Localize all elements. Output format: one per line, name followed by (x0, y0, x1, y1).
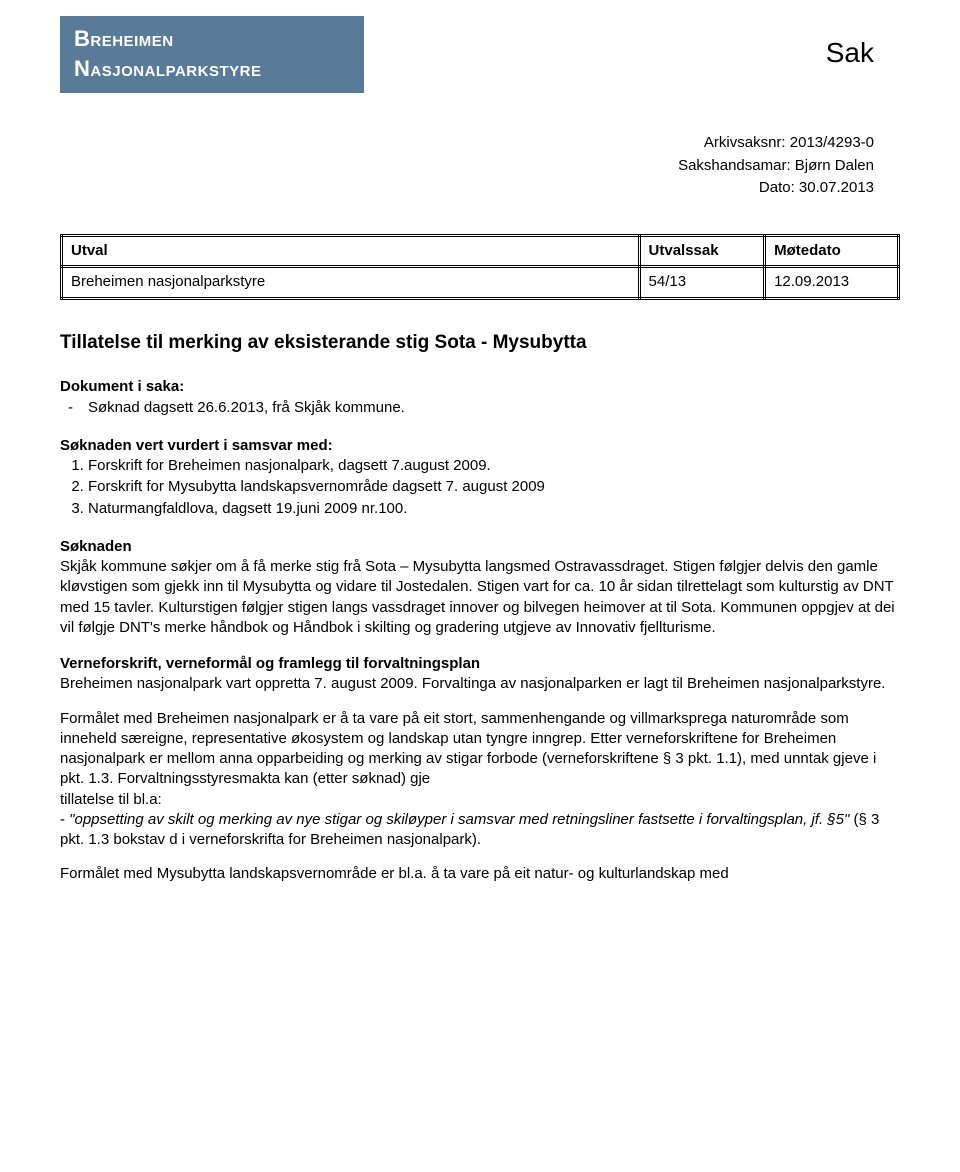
verne-p2b: tillatelse til bl.a: (60, 790, 900, 810)
cell-dato: 12.09.2013 (765, 267, 899, 298)
list-item: Forskrift for Breheimen nasjonalpark, da… (88, 456, 900, 476)
list-item: Forskrift for Mysubytta landskapsvernomr… (88, 477, 900, 497)
table-header-utval: Utval (62, 236, 640, 267)
dokument-section: Dokument i saka: Søknad dagsett 26.6.201… (60, 377, 900, 418)
org-name-line2: Nasjonalparkstyre (74, 54, 350, 84)
samsvar-label: Søknaden vert vurdert i samsvar med: (60, 436, 900, 456)
soknaden-text: Skjåk kommune søkjer om å få merke stig … (60, 557, 900, 638)
meeting-table: Utval Utvalssak Møtedato Breheimen nasjo… (60, 234, 900, 300)
table-header-sak: Utvalssak (639, 236, 765, 267)
dokument-label: Dokument i saka: (60, 377, 900, 397)
verne-p1: Breheimen nasjonalpark vart oppretta 7. … (60, 674, 900, 694)
verne-label: Verneforskrift, verneformål og framlegg … (60, 654, 900, 674)
samsvar-section: Søknaden vert vurdert i samsvar med: For… (60, 436, 900, 519)
document-header: Breheimen Nasjonalparkstyre Sak (60, 16, 900, 93)
document-title: Tillatelse til merking av eksisterande s… (60, 330, 900, 356)
soknaden-label: Søknaden (60, 537, 900, 557)
case-date: Dato: 30.07.2013 (60, 178, 874, 198)
cell-sak: 54/13 (639, 267, 765, 298)
case-metadata: Arkivsaksnr: 2013/4293-0 Sakshandsamar: … (60, 133, 874, 198)
sak-label: Sak (826, 16, 874, 72)
verne-p2: Formålet med Breheimen nasjonalpark er å… (60, 709, 900, 790)
arkiv-number: Arkivsaksnr: 2013/4293-0 (60, 133, 874, 153)
verne-quote: - "oppsetting av skilt og merking av nye… (60, 810, 900, 851)
list-item: Naturmangfaldlova, dagsett 19.juni 2009 … (88, 499, 900, 519)
list-item: Søknad dagsett 26.6.2013, frå Skjåk komm… (88, 398, 900, 418)
dokument-list: Søknad dagsett 26.6.2013, frå Skjåk komm… (60, 398, 900, 418)
org-header: Breheimen Nasjonalparkstyre (60, 16, 364, 93)
soknaden-section: Søknaden Skjåk kommune søkjer om å få me… (60, 537, 900, 638)
org-name-line1: Breheimen (74, 24, 350, 54)
table-row: Breheimen nasjonalparkstyre 54/13 12.09.… (62, 267, 899, 298)
quote-lead: - (60, 811, 69, 828)
samsvar-list: Forskrift for Breheimen nasjonalpark, da… (60, 456, 900, 519)
case-handler: Sakshandsamar: Bjørn Dalen (60, 156, 874, 176)
quote-italic: "oppsetting av skilt og merking av nye s… (69, 811, 849, 828)
verne-p3: Formålet med Mysubytta landskapsvernområ… (60, 864, 900, 884)
cell-utval: Breheimen nasjonalparkstyre (62, 267, 640, 298)
table-header-dato: Møtedato (765, 236, 899, 267)
verne-section: Verneforskrift, verneformål og framlegg … (60, 654, 900, 885)
